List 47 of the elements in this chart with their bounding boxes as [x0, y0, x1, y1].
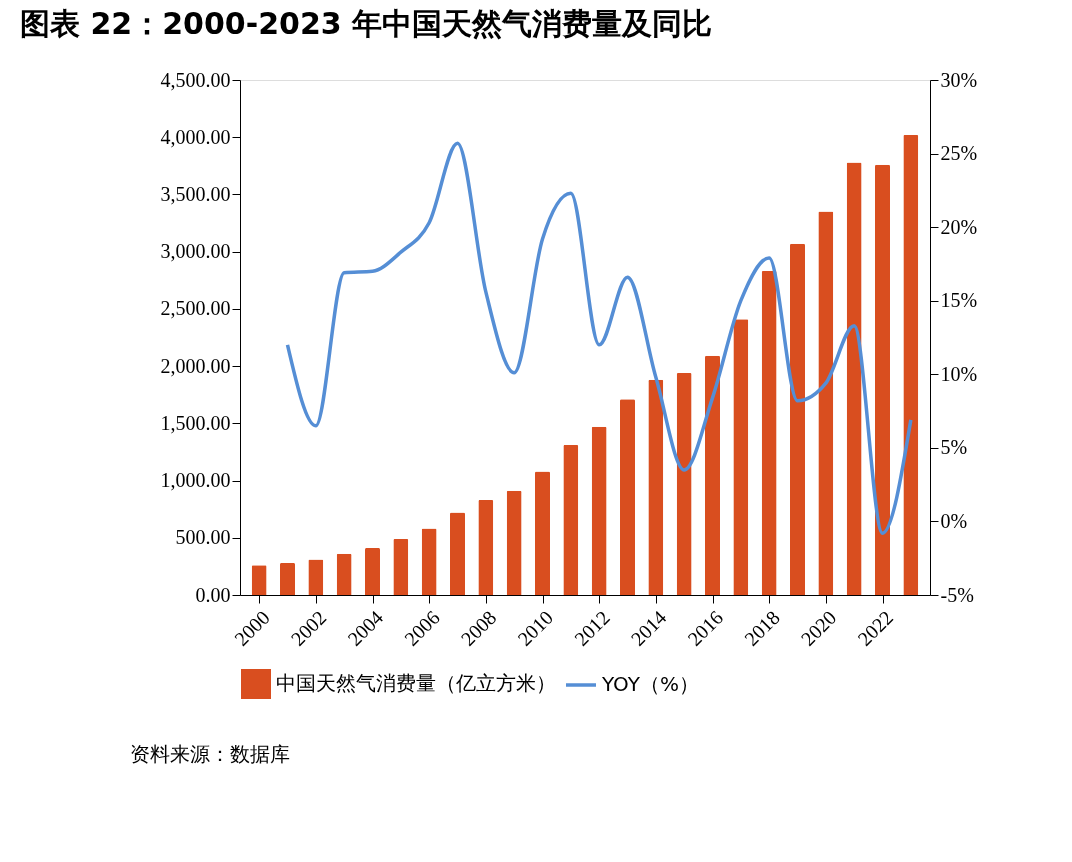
bar: [251, 565, 267, 595]
bar: [591, 426, 607, 595]
y2-tick-label: 30%: [940, 68, 978, 91]
y-tick-label: 4,000.00: [160, 125, 231, 148]
bar: [676, 372, 692, 595]
y2-tick-label: 0%: [940, 509, 968, 532]
bar: [620, 399, 635, 595]
bar: [421, 528, 437, 595]
bar: [478, 500, 494, 595]
bar: [365, 548, 380, 595]
y-tick-label: 0.00: [195, 583, 231, 606]
bar: [875, 164, 890, 595]
text: 资料来源：数据库: [130, 742, 290, 766]
y2-tick-label: 15%: [940, 289, 978, 312]
bar: [393, 538, 409, 595]
y2-tick-label: 5%: [940, 436, 968, 459]
y2-tick-label: 20%: [940, 215, 978, 238]
y-tick-label: 500.00: [175, 526, 231, 549]
y2-tick-label: 10%: [940, 362, 978, 385]
bar: [761, 271, 777, 595]
y-tick-label: 3,000.00: [160, 240, 231, 263]
bar: [903, 134, 919, 595]
bar: [563, 445, 579, 595]
y-tick-label: 2,000.00: [160, 354, 231, 377]
y-tick-label: 2,500.00: [160, 297, 231, 320]
y2-tick-label: 25%: [940, 142, 978, 165]
bar: [450, 512, 465, 595]
chart-title: 图表 22：2000-2023 年中国天然气消费量及同比: [20, 6, 713, 41]
bar: [648, 379, 664, 595]
y-tick-label: 1,500.00: [160, 411, 231, 434]
bar: [818, 211, 834, 595]
legend-label: YOY（%）: [601, 672, 699, 696]
bar: [733, 319, 749, 595]
y2-tick-label: -5%: [940, 583, 974, 606]
bar: [336, 553, 352, 595]
bar: [308, 559, 324, 595]
bar: [535, 471, 550, 595]
bar: [506, 490, 522, 595]
bar: [790, 243, 805, 595]
y-tick-label: 3,500.00: [160, 182, 231, 205]
legend-label: 中国天然气消费量（亿立方米）: [276, 671, 556, 695]
bar: [705, 355, 720, 595]
y-tick-label: 4,500.00: [160, 68, 231, 91]
bar: [846, 162, 862, 595]
bar: [280, 562, 295, 595]
line-series: [285, 141, 913, 535]
y-tick-label: 1,000.00: [160, 469, 231, 492]
